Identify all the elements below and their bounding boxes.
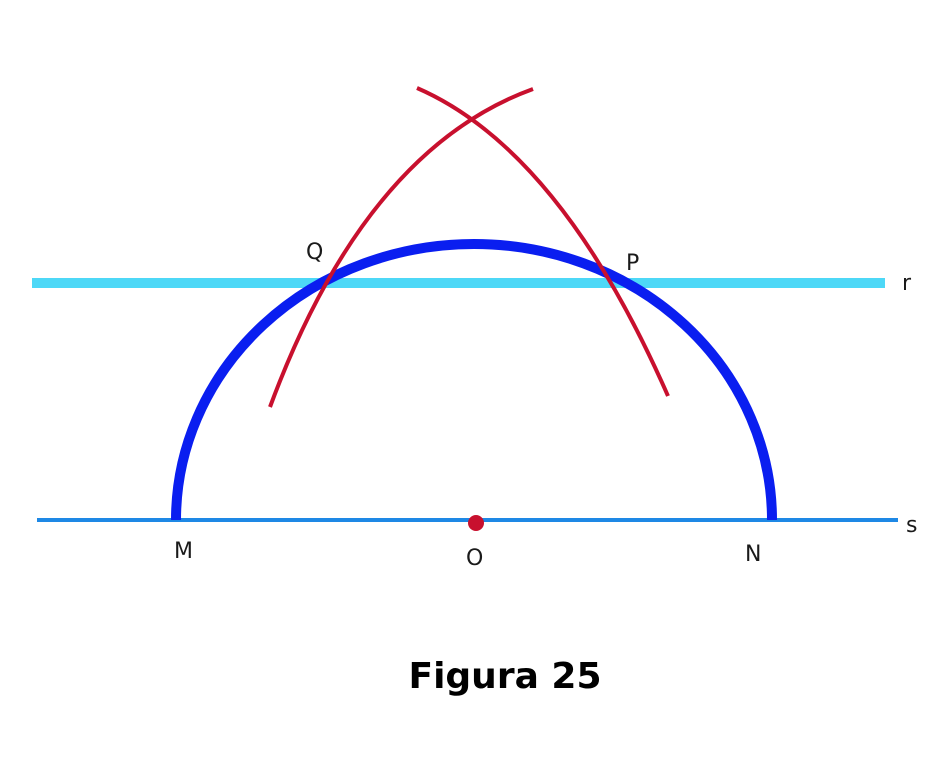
point-label-m: M	[174, 539, 193, 564]
construction-arc-left	[268, 87, 534, 408]
line-r-label: r	[902, 271, 912, 296]
point-label-q: Q	[306, 240, 323, 265]
line-s-label: s	[906, 513, 917, 538]
construction-arc-right	[416, 86, 670, 397]
point-label-p: P	[626, 251, 639, 276]
point-label-o: O	[466, 546, 483, 571]
center-point-o	[468, 515, 484, 531]
semicircle-arc	[171, 239, 777, 521]
figure-caption: Figura 25	[408, 656, 601, 697]
point-label-n: N	[745, 542, 761, 567]
